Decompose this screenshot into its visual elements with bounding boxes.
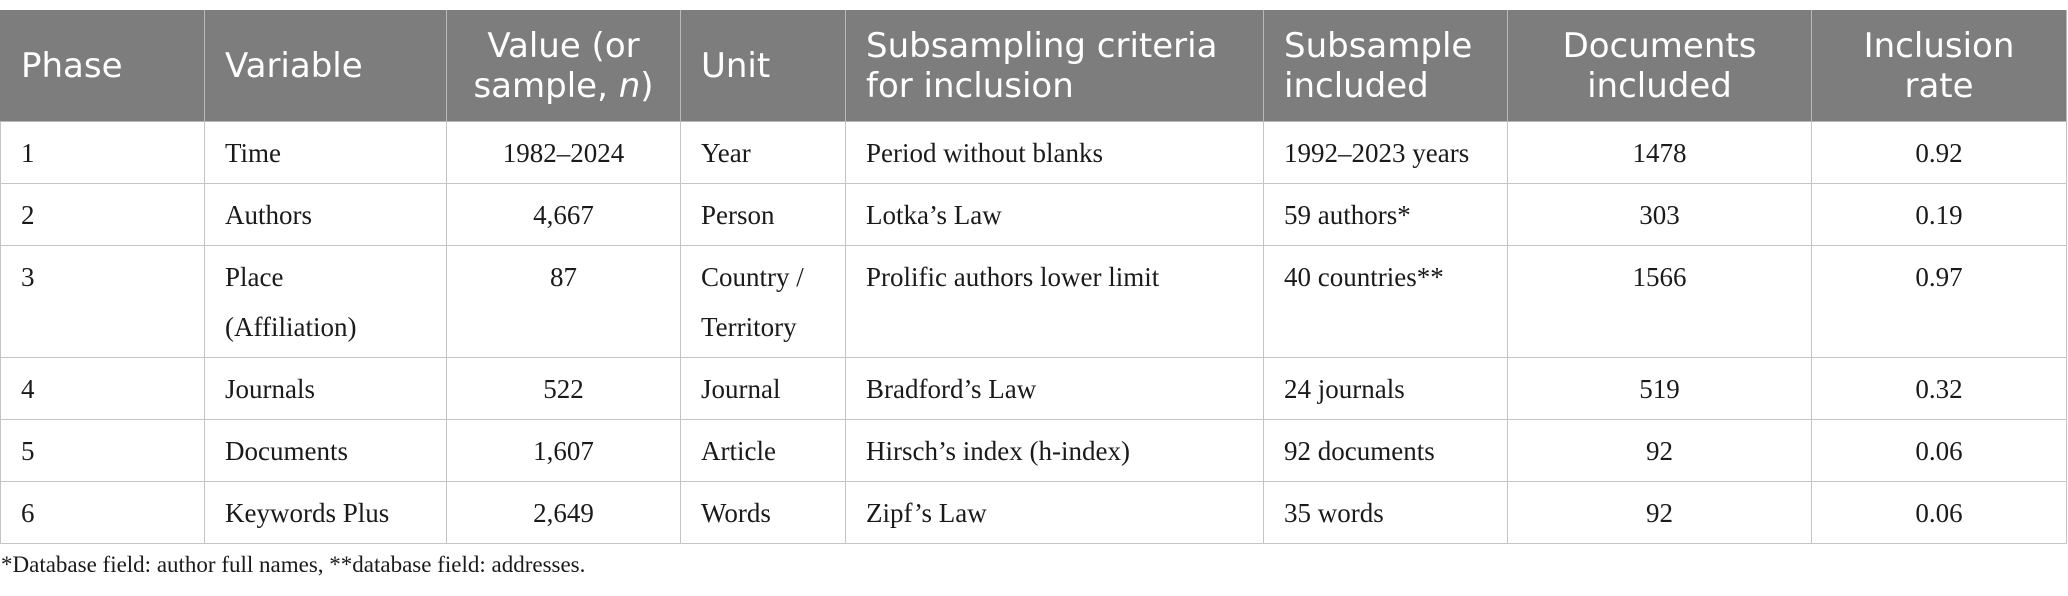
header-phase-label: Phase [21, 46, 123, 86]
cell-rate: 0.92 [1811, 121, 2067, 184]
inclusion-table: Phase Variable Value (or sample, n) Unit… [0, 10, 2067, 544]
header-subsample-line1: Subsample [1284, 26, 1473, 66]
header-value: Value (or sample, n) [446, 10, 681, 122]
header-documents: Documents included [1507, 10, 1812, 122]
cell-documents: 519 [1507, 357, 1812, 420]
cell-rate: 0.19 [1811, 183, 2067, 246]
cell-variable-text: Place [225, 262, 284, 292]
cell-variable-text-line2: (Affiliation) [225, 312, 357, 342]
header-variable-label: Variable [225, 46, 363, 86]
cell-criteria: Period without blanks [845, 121, 1264, 184]
header-value-line1: Value (or [487, 26, 640, 66]
cell-phase: 2 [0, 183, 205, 246]
cell-variable: Journals [204, 357, 447, 420]
table-row: 1 Time 1982–2024 Year Period without bla… [0, 121, 2067, 184]
cell-rate: 0.32 [1811, 357, 2067, 420]
header-unit: Unit [680, 10, 846, 122]
cell-value: 522 [446, 357, 681, 420]
header-row: Phase Variable Value (or sample, n) Unit… [0, 10, 2067, 122]
cell-unit-text: Country / [701, 262, 804, 292]
table-row: 2 Authors 4,667 Person Lotka’s Law 59 au… [0, 183, 2067, 246]
header-criteria: Subsampling criteria for inclusion [845, 10, 1264, 122]
header-subsample: Subsample included [1263, 10, 1508, 122]
cell-unit: Article [680, 419, 846, 482]
cell-subsample: 24 journals [1263, 357, 1508, 420]
cell-value: 2,649 [446, 481, 681, 544]
cell-variable: Place (Affiliation) [204, 245, 447, 358]
cell-variable: Documents [204, 419, 447, 482]
header-unit-label: Unit [701, 46, 771, 86]
header-criteria-line1: Subsampling criteria [866, 26, 1218, 66]
header-value-line2-prefix: sample, [473, 66, 619, 106]
cell-criteria: Zipf’s Law [845, 481, 1264, 544]
cell-rate: 0.97 [1811, 245, 2067, 358]
header-value-line2-italic: n [618, 66, 641, 106]
header-phase: Phase [0, 10, 205, 122]
cell-variable: Keywords Plus [204, 481, 447, 544]
table-row: 3 Place (Affiliation) 87 Country / Terri… [0, 245, 2067, 358]
cell-subsample: 35 words [1263, 481, 1508, 544]
header-documents-line1: Documents [1562, 26, 1757, 66]
cell-criteria: Prolific authors lower limit [845, 245, 1264, 358]
table-row: 5 Documents 1,607 Article Hirsch’s index… [0, 419, 2067, 482]
cell-phase: 5 [0, 419, 205, 482]
cell-variable-text: Authors [225, 200, 312, 230]
header-inclusion-rate: Inclusion rate [1811, 10, 2067, 122]
header-subsample-line2: included [1284, 66, 1429, 106]
cell-value: 1,607 [446, 419, 681, 482]
cell-phase: 4 [0, 357, 205, 420]
data-table-container: Phase Variable Value (or sample, n) Unit… [0, 10, 2067, 544]
cell-documents: 1566 [1507, 245, 1812, 358]
cell-subsample: 59 authors* [1263, 183, 1508, 246]
cell-variable: Time [204, 121, 447, 184]
cell-variable: Authors [204, 183, 447, 246]
table-footnote: *Database field: author full names, **da… [1, 552, 586, 577]
cell-unit-text: Words [701, 498, 771, 528]
table-body: 1 Time 1982–2024 Year Period without bla… [0, 121, 2067, 544]
cell-criteria: Bradford’s Law [845, 357, 1264, 420]
cell-unit-text-line2: Territory [701, 312, 797, 342]
cell-unit-text: Person [701, 200, 775, 230]
table-row: 6 Keywords Plus 2,649 Words Zipf’s Law 3… [0, 481, 2067, 544]
cell-documents: 92 [1507, 419, 1812, 482]
cell-unit: Words [680, 481, 846, 544]
cell-unit-text: Year [701, 138, 751, 168]
cell-unit: Year [680, 121, 846, 184]
cell-criteria: Hirsch’s index (h-index) [845, 419, 1264, 482]
header-documents-line2: included [1587, 66, 1732, 106]
cell-documents: 92 [1507, 481, 1812, 544]
cell-subsample: 40 countries** [1263, 245, 1508, 358]
cell-documents: 1478 [1507, 121, 1812, 184]
cell-phase: 1 [0, 121, 205, 184]
cell-phase: 3 [0, 245, 205, 358]
cell-subsample: 1992–2023 years [1263, 121, 1508, 184]
cell-rate: 0.06 [1811, 481, 2067, 544]
header-rate-line2: rate [1904, 66, 1974, 106]
cell-value: 1982–2024 [446, 121, 681, 184]
cell-unit-text: Journal [701, 374, 781, 404]
cell-subsample: 92 documents [1263, 419, 1508, 482]
cell-rate: 0.06 [1811, 419, 2067, 482]
cell-variable-text: Documents [225, 436, 348, 466]
header-value-line2-suffix: ) [640, 66, 654, 106]
cell-variable-text: Time [225, 138, 282, 168]
cell-variable-text: Journals [225, 374, 315, 404]
cell-value: 4,667 [446, 183, 681, 246]
cell-unit: Country / Territory [680, 245, 846, 358]
cell-value: 87 [446, 245, 681, 358]
table-row: 4 Journals 522 Journal Bradford’s Law 24… [0, 357, 2067, 420]
cell-unit: Journal [680, 357, 846, 420]
header-rate-line1: Inclusion [1863, 26, 2015, 66]
cell-variable-text: Keywords Plus [225, 498, 390, 528]
cell-phase: 6 [0, 481, 205, 544]
table-header: Phase Variable Value (or sample, n) Unit… [0, 10, 2067, 122]
header-variable: Variable [204, 10, 447, 122]
cell-unit: Person [680, 183, 846, 246]
cell-criteria: Lotka’s Law [845, 183, 1264, 246]
cell-unit-text: Article [701, 436, 776, 466]
header-criteria-line2: for inclusion [866, 66, 1074, 106]
cell-documents: 303 [1507, 183, 1812, 246]
